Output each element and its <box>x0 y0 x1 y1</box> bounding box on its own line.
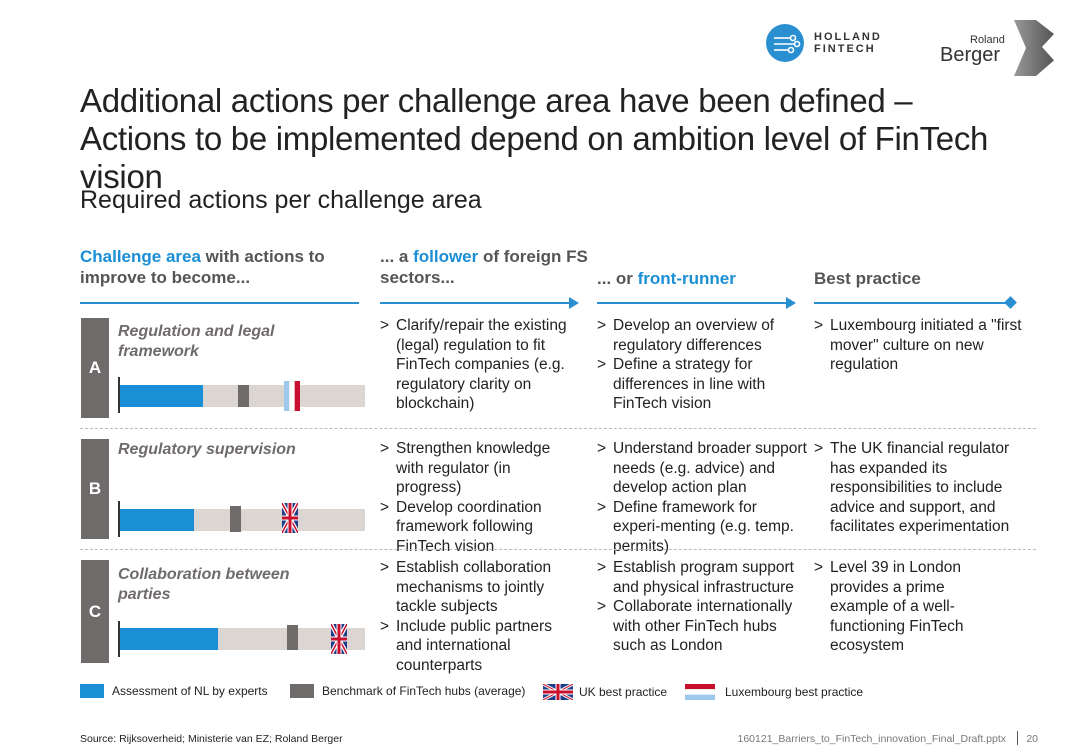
legend-benchmark-swatch <box>290 684 314 698</box>
row-c-nl-bar <box>120 628 218 650</box>
legend-lux: Luxembourg best practice <box>685 684 863 700</box>
legend: Assessment of NL by experts Benchmark of… <box>80 684 1040 704</box>
holland-fintech-wordmark: HOLLAND FINTECH <box>814 31 882 55</box>
legend-nl-swatch <box>80 684 104 698</box>
row-b-axis <box>118 501 120 537</box>
row-divider <box>80 549 1036 550</box>
row-c-title: Collaboration between parties <box>118 566 290 603</box>
header-arrow-2 <box>569 297 579 309</box>
row-b-follower: Strengthen knowledge with regulator (in … <box>380 439 580 556</box>
legend-uk: UK best practice <box>543 684 667 700</box>
row-c-follower: Establish collaboration mechanisms to jo… <box>380 558 580 675</box>
list-item: Strengthen knowledge with regulator (in … <box>380 439 580 498</box>
header-line-2 <box>380 302 570 304</box>
row-c-axis <box>118 621 120 657</box>
list-item: Develop coordination framework following… <box>380 498 580 557</box>
roland-berger-b-icon <box>1014 20 1054 76</box>
header-line-1 <box>80 302 359 304</box>
list-item: Develop an overview of regulatory differ… <box>597 316 807 355</box>
slide-title: Additional actions per challenge area ha… <box>80 82 989 195</box>
row-a-front-runner: Develop an overview of regulatory differ… <box>597 316 807 414</box>
list-item: Establish program support and physical i… <box>597 558 807 597</box>
list-item: Define framework for experi-menting (e.g… <box>597 498 807 557</box>
header-diamond <box>1004 296 1017 309</box>
row-b-front-runner: Understand broader support needs (e.g. a… <box>597 439 807 556</box>
row-b-uk-flag-icon <box>281 503 298 533</box>
legend-luxembourg-flag-icon <box>685 684 715 700</box>
header-arrow-3 <box>786 297 796 309</box>
row-b-nl-bar <box>120 509 194 531</box>
footer-source: Source: Rijksoverheid; Ministerie van EZ… <box>80 733 343 745</box>
list-item: Clarify/repair the existing (legal) regu… <box>380 316 580 414</box>
row-divider <box>80 428 1036 429</box>
row-c-benchmark-marker <box>286 625 298 650</box>
holland-fintech-logo: HOLLAND FINTECH <box>766 24 882 62</box>
row-a-title: Regulation and legal framework <box>118 323 275 360</box>
header-follower: ... a follower of foreign FS sectors... <box>380 247 588 287</box>
roland-berger-logo: Roland Berger <box>934 18 1054 78</box>
legend-nl: Assessment of NL by experts <box>80 684 268 698</box>
page-number: 20 <box>1026 733 1038 745</box>
header-line-3 <box>597 302 787 304</box>
row-b-title: Regulatory supervision <box>118 441 296 458</box>
row-b-best-practice: The UK financial regulator has expanded … <box>814 439 1019 537</box>
list-item: Level 39 in London provides a prime exam… <box>814 558 1004 656</box>
row-a-best-practice: Luxembourg initiated a "first mover" cul… <box>814 316 1024 375</box>
footer-separator <box>1017 731 1018 745</box>
row-b-benchmark-marker <box>230 506 242 532</box>
list-item: Define a strategy for differences in lin… <box>597 355 807 414</box>
header-line-4 <box>814 302 1010 304</box>
row-a-luxembourg-flag-icon <box>284 381 301 411</box>
list-item: Include public partners and internationa… <box>380 617 580 676</box>
row-c-best-practice: Level 39 in London provides a prime exam… <box>814 558 1004 656</box>
list-item: Collaborate internationally with other F… <box>597 597 807 656</box>
row-a-axis <box>118 377 120 413</box>
header-front-runner: ... or front-runner <box>597 269 736 288</box>
header-best-practice: Best practice <box>814 269 921 288</box>
row-a-letter: A <box>81 318 109 418</box>
list-item: The UK financial regulator has expanded … <box>814 439 1019 537</box>
slide-subtitle: Required actions per challenge area <box>80 186 482 214</box>
row-c-uk-flag-icon <box>330 624 347 654</box>
row-b-letter: B <box>81 439 109 539</box>
list-item: Understand broader support needs (e.g. a… <box>597 439 807 498</box>
row-a-benchmark-marker <box>237 385 249 407</box>
row-a-nl-bar <box>120 385 204 407</box>
logo-area: HOLLAND FINTECH Roland Berger <box>766 18 1056 78</box>
list-item: Establish collaboration mechanisms to jo… <box>380 558 580 617</box>
row-c-letter: C <box>81 560 109 663</box>
row-c-front-runner: Establish program support and physical i… <box>597 558 807 656</box>
footer-filename: 160121_Barriers_to_FinTech_innovation_Fi… <box>737 733 1007 745</box>
header-challenge-area: Challenge area with actions to improve t… <box>80 247 325 287</box>
legend-uk-flag-icon <box>543 684 573 700</box>
legend-benchmark: Benchmark of FinTech hubs (average) <box>290 684 525 698</box>
holland-fintech-icon <box>766 24 804 62</box>
list-item: Luxembourg initiated a "first mover" cul… <box>814 316 1024 375</box>
row-a-follower: Clarify/repair the existing (legal) regu… <box>380 316 580 414</box>
